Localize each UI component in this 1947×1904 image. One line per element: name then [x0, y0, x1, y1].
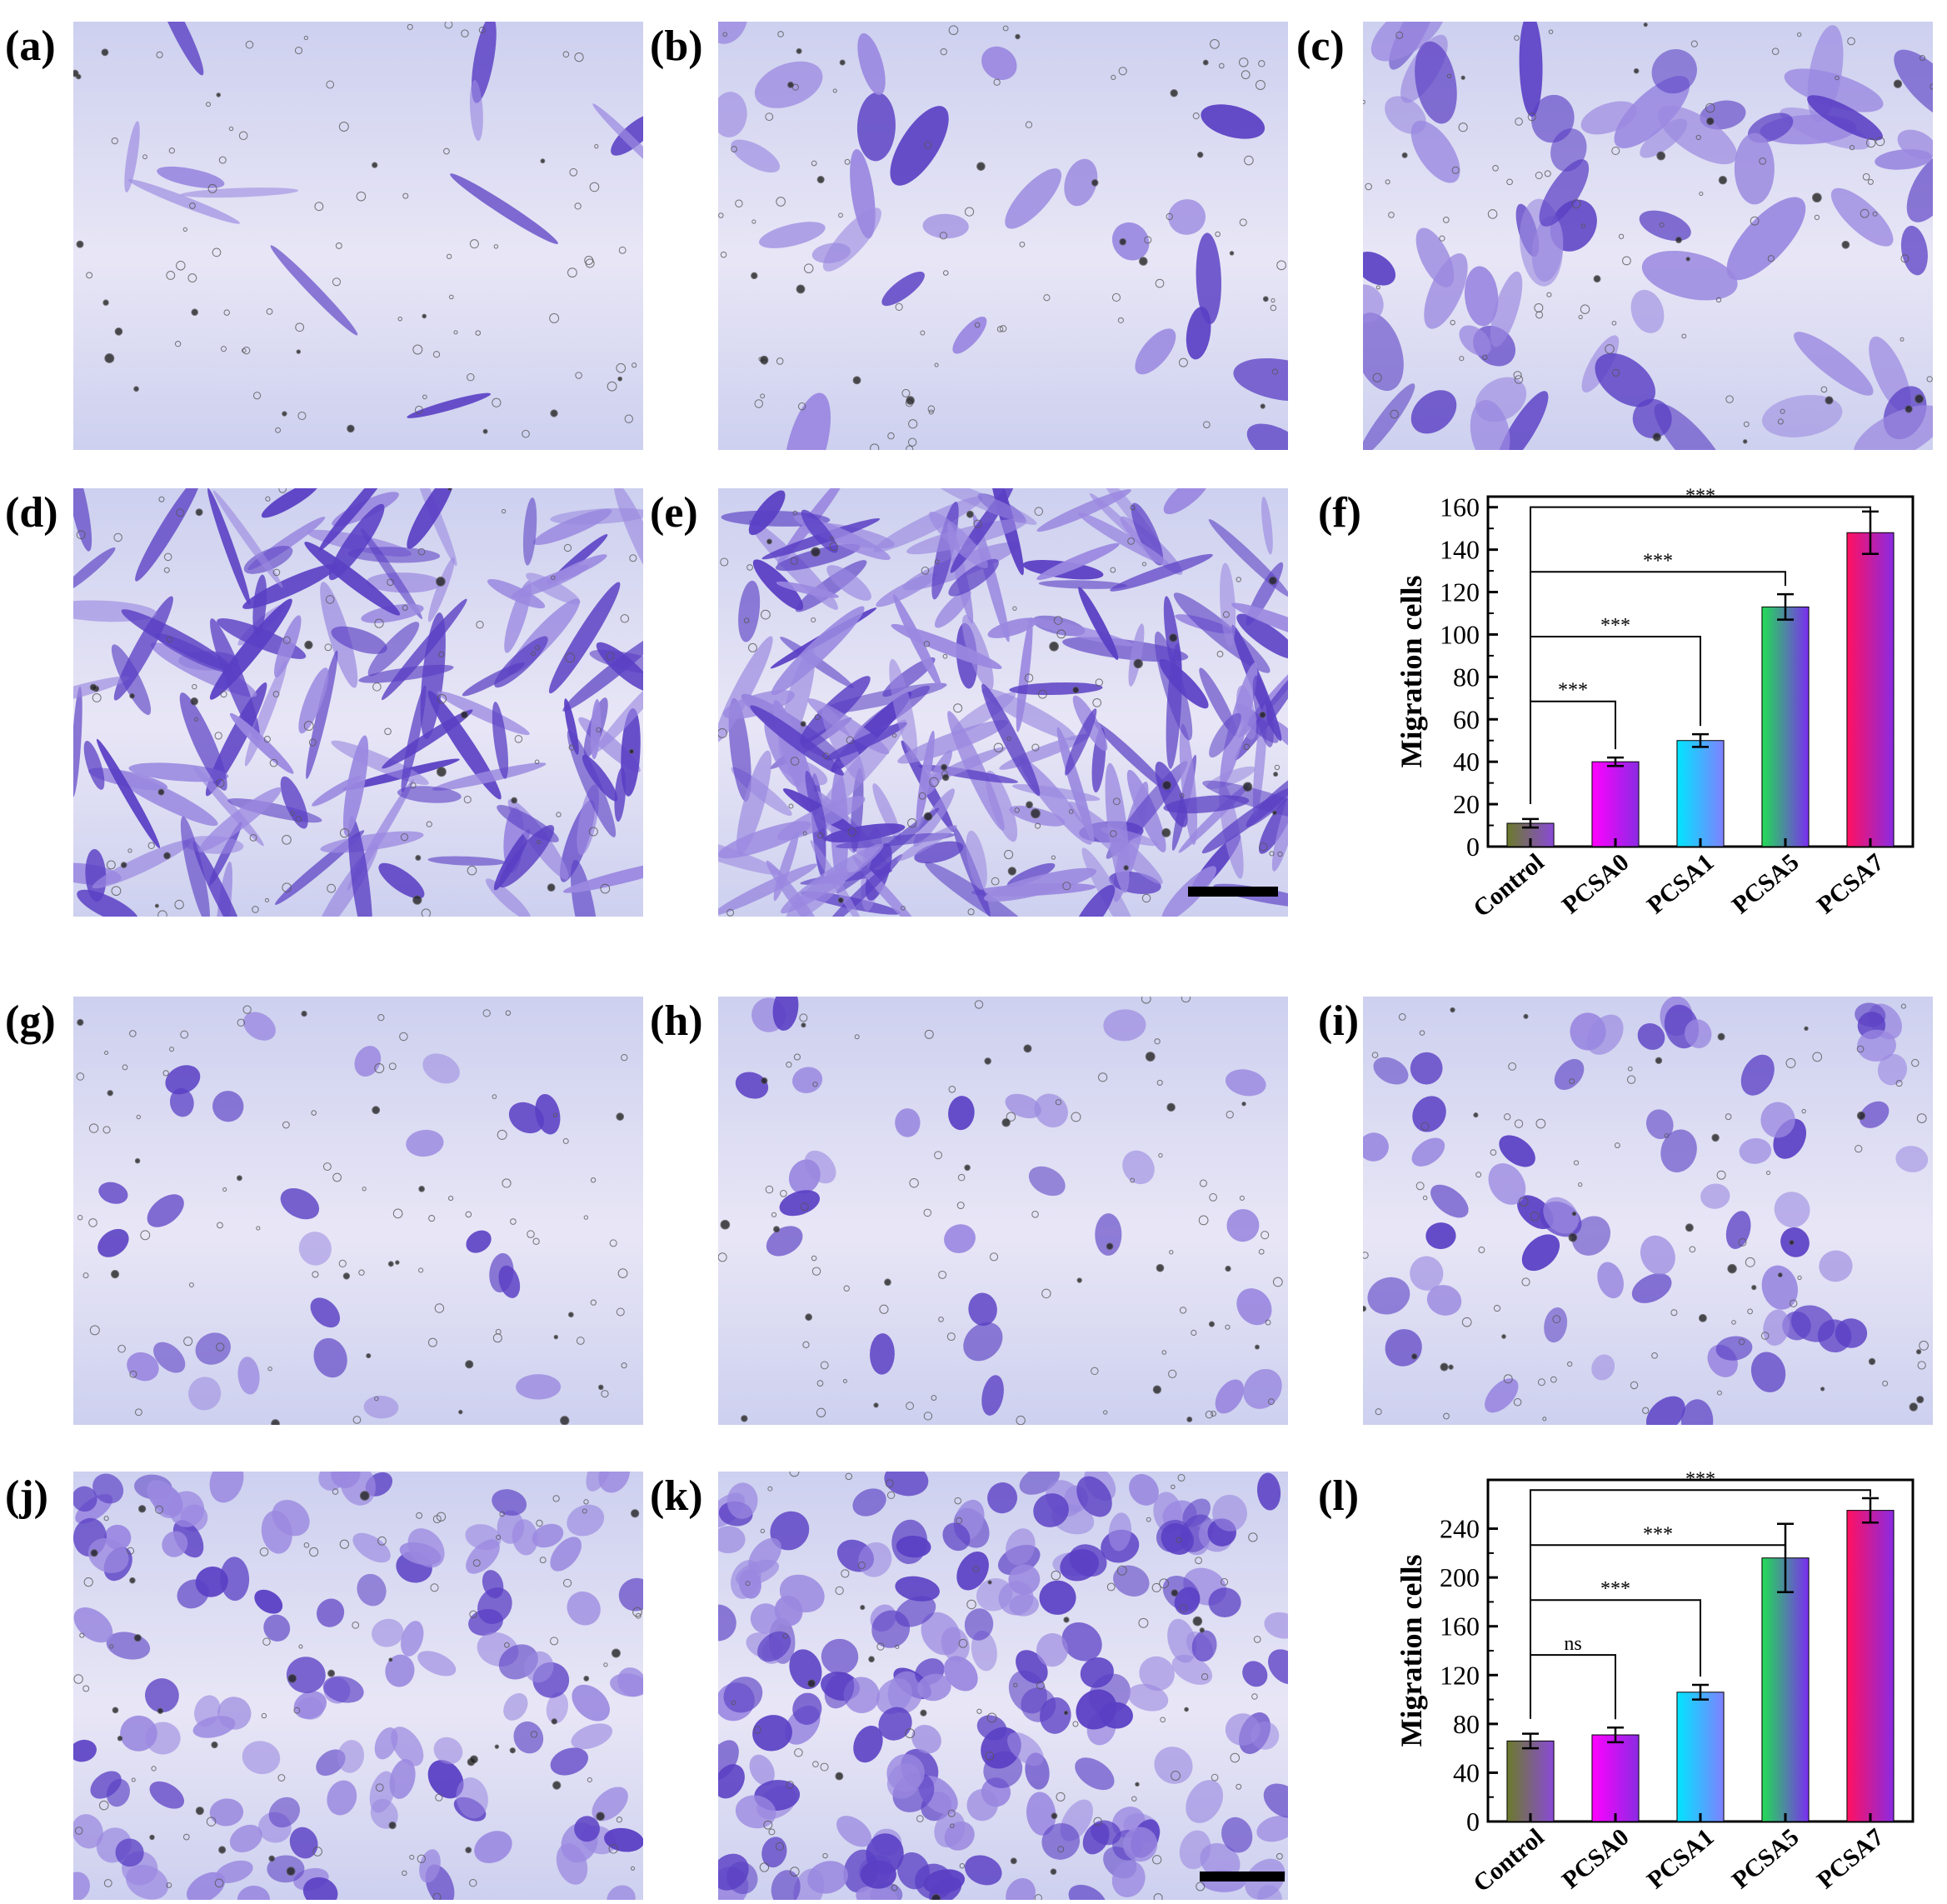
- panel-label-f: (f): [1318, 489, 1361, 537]
- y-tick-label: 60: [1453, 704, 1480, 734]
- x-tick-label: PCSA1: [1642, 848, 1720, 919]
- panel-label-g: (g): [5, 997, 56, 1045]
- y-tick-label: 160: [1440, 492, 1480, 522]
- error-bar: [1522, 1732, 1539, 1750]
- micrograph-c: [1363, 22, 1933, 450]
- x-tick-label: PCSA0: [1557, 1823, 1635, 1894]
- y-tick-label: 40: [1453, 1757, 1480, 1787]
- x-tick-label: PCSA0: [1557, 848, 1635, 919]
- micrograph-i: [1363, 997, 1933, 1425]
- bar-pcsa1: [1676, 740, 1725, 847]
- chart-l: 0 40 80 120 160 200 240 Migration cells Control P…: [1363, 1468, 1946, 1904]
- x-tick-label: PCSA1: [1642, 1823, 1720, 1894]
- scale-bar-e: [1188, 887, 1278, 897]
- bar-pcsa7: [1846, 532, 1895, 847]
- y-tick-label: 120: [1440, 1660, 1480, 1690]
- y-tick-label: 240: [1440, 1514, 1480, 1544]
- y-tick-label: 160: [1440, 1612, 1480, 1642]
- panel-label-c: (c): [1296, 22, 1345, 70]
- panel-label-e: (e): [650, 489, 698, 537]
- micrograph-g: [73, 997, 643, 1425]
- x-tick-label: PCSA7: [1812, 848, 1890, 919]
- x-tick-label: PCSA7: [1812, 1823, 1890, 1894]
- significance-label: ***: [1600, 1578, 1630, 1600]
- significance-bracket: [1530, 1544, 1786, 1719]
- y-tick-label: 0: [1466, 832, 1480, 862]
- panel-label-a: (a): [5, 22, 56, 70]
- significance-bracket: [1530, 1654, 1616, 1720]
- micrograph-a: [73, 22, 643, 450]
- panel-label-d: (d): [5, 489, 58, 537]
- y-tick-label: 140: [1440, 535, 1480, 565]
- bar-pcsa5: [1761, 1557, 1810, 1822]
- bar-pcsa7: [1846, 1510, 1895, 1822]
- error-bar: [1777, 1522, 1794, 1593]
- error-bar: [1522, 817, 1539, 829]
- significance-bracket: [1530, 700, 1616, 804]
- x-tick-label: PCSA5: [1727, 1823, 1805, 1894]
- significance-label: ***: [1685, 486, 1715, 507]
- significance-label: ns: [1564, 1633, 1581, 1655]
- panel-label-l: (l): [1318, 1472, 1360, 1520]
- significance-label: ***: [1643, 550, 1673, 572]
- x-tick-label: Control: [1468, 848, 1549, 922]
- bar-pcsa0: [1591, 1734, 1640, 1822]
- y-tick-label: 20: [1453, 789, 1480, 819]
- y-tick-label: 40: [1453, 747, 1480, 777]
- error-bar: [1607, 1727, 1624, 1744]
- panel-label-i: (i): [1318, 997, 1360, 1045]
- y-axis-label: Migration cells: [1395, 1555, 1428, 1747]
- y-axis-label: Migration cells: [1395, 576, 1428, 768]
- error-bar: [1692, 1683, 1709, 1701]
- y-tick-label: 100: [1440, 619, 1480, 649]
- x-tick-label: PCSA5: [1727, 848, 1805, 919]
- y-tick-label: 0: [1466, 1807, 1480, 1837]
- y-tick-label: 120: [1440, 577, 1480, 607]
- scale-bar-k: [1200, 1872, 1285, 1882]
- significance-label: ***: [1558, 680, 1588, 702]
- bar-pcsa1: [1676, 1692, 1725, 1822]
- error-bar: [1862, 1497, 1879, 1524]
- chart-svg: 0 20 40 60 80 100 120 140 160 Migration cells Cont…: [1395, 486, 1915, 922]
- panel-label-j: (j): [5, 1472, 48, 1520]
- micrograph-e: [718, 488, 1288, 917]
- panel-label-b: (b): [650, 22, 703, 70]
- bar-pcsa0: [1591, 761, 1640, 847]
- chart-f: 0 20 40 60 80 100 120 140 160 Migration cells Cont…: [1363, 486, 1946, 938]
- significance-label: ***: [1600, 615, 1630, 637]
- panel-label-h: (h): [650, 997, 703, 1045]
- error-bar: [1607, 756, 1624, 767]
- y-tick-label: 80: [1453, 1709, 1480, 1739]
- micrograph-j: [73, 1472, 643, 1900]
- y-tick-label: 80: [1453, 662, 1480, 692]
- y-tick-label: 200: [1440, 1562, 1480, 1592]
- significance-label: ***: [1643, 1523, 1673, 1545]
- micrograph-h: [718, 997, 1288, 1425]
- micrograph-k: [718, 1472, 1288, 1900]
- significance-label: ***: [1685, 1468, 1715, 1490]
- micrograph-d: [73, 488, 643, 917]
- panel-label-k: (k): [650, 1472, 703, 1520]
- bar-pcsa5: [1761, 606, 1810, 847]
- micrograph-b: [718, 22, 1288, 450]
- error-bar: [1777, 592, 1794, 621]
- bar-control: [1506, 1740, 1555, 1822]
- error-bar: [1692, 732, 1709, 748]
- x-tick-label: Control: [1468, 1823, 1549, 1897]
